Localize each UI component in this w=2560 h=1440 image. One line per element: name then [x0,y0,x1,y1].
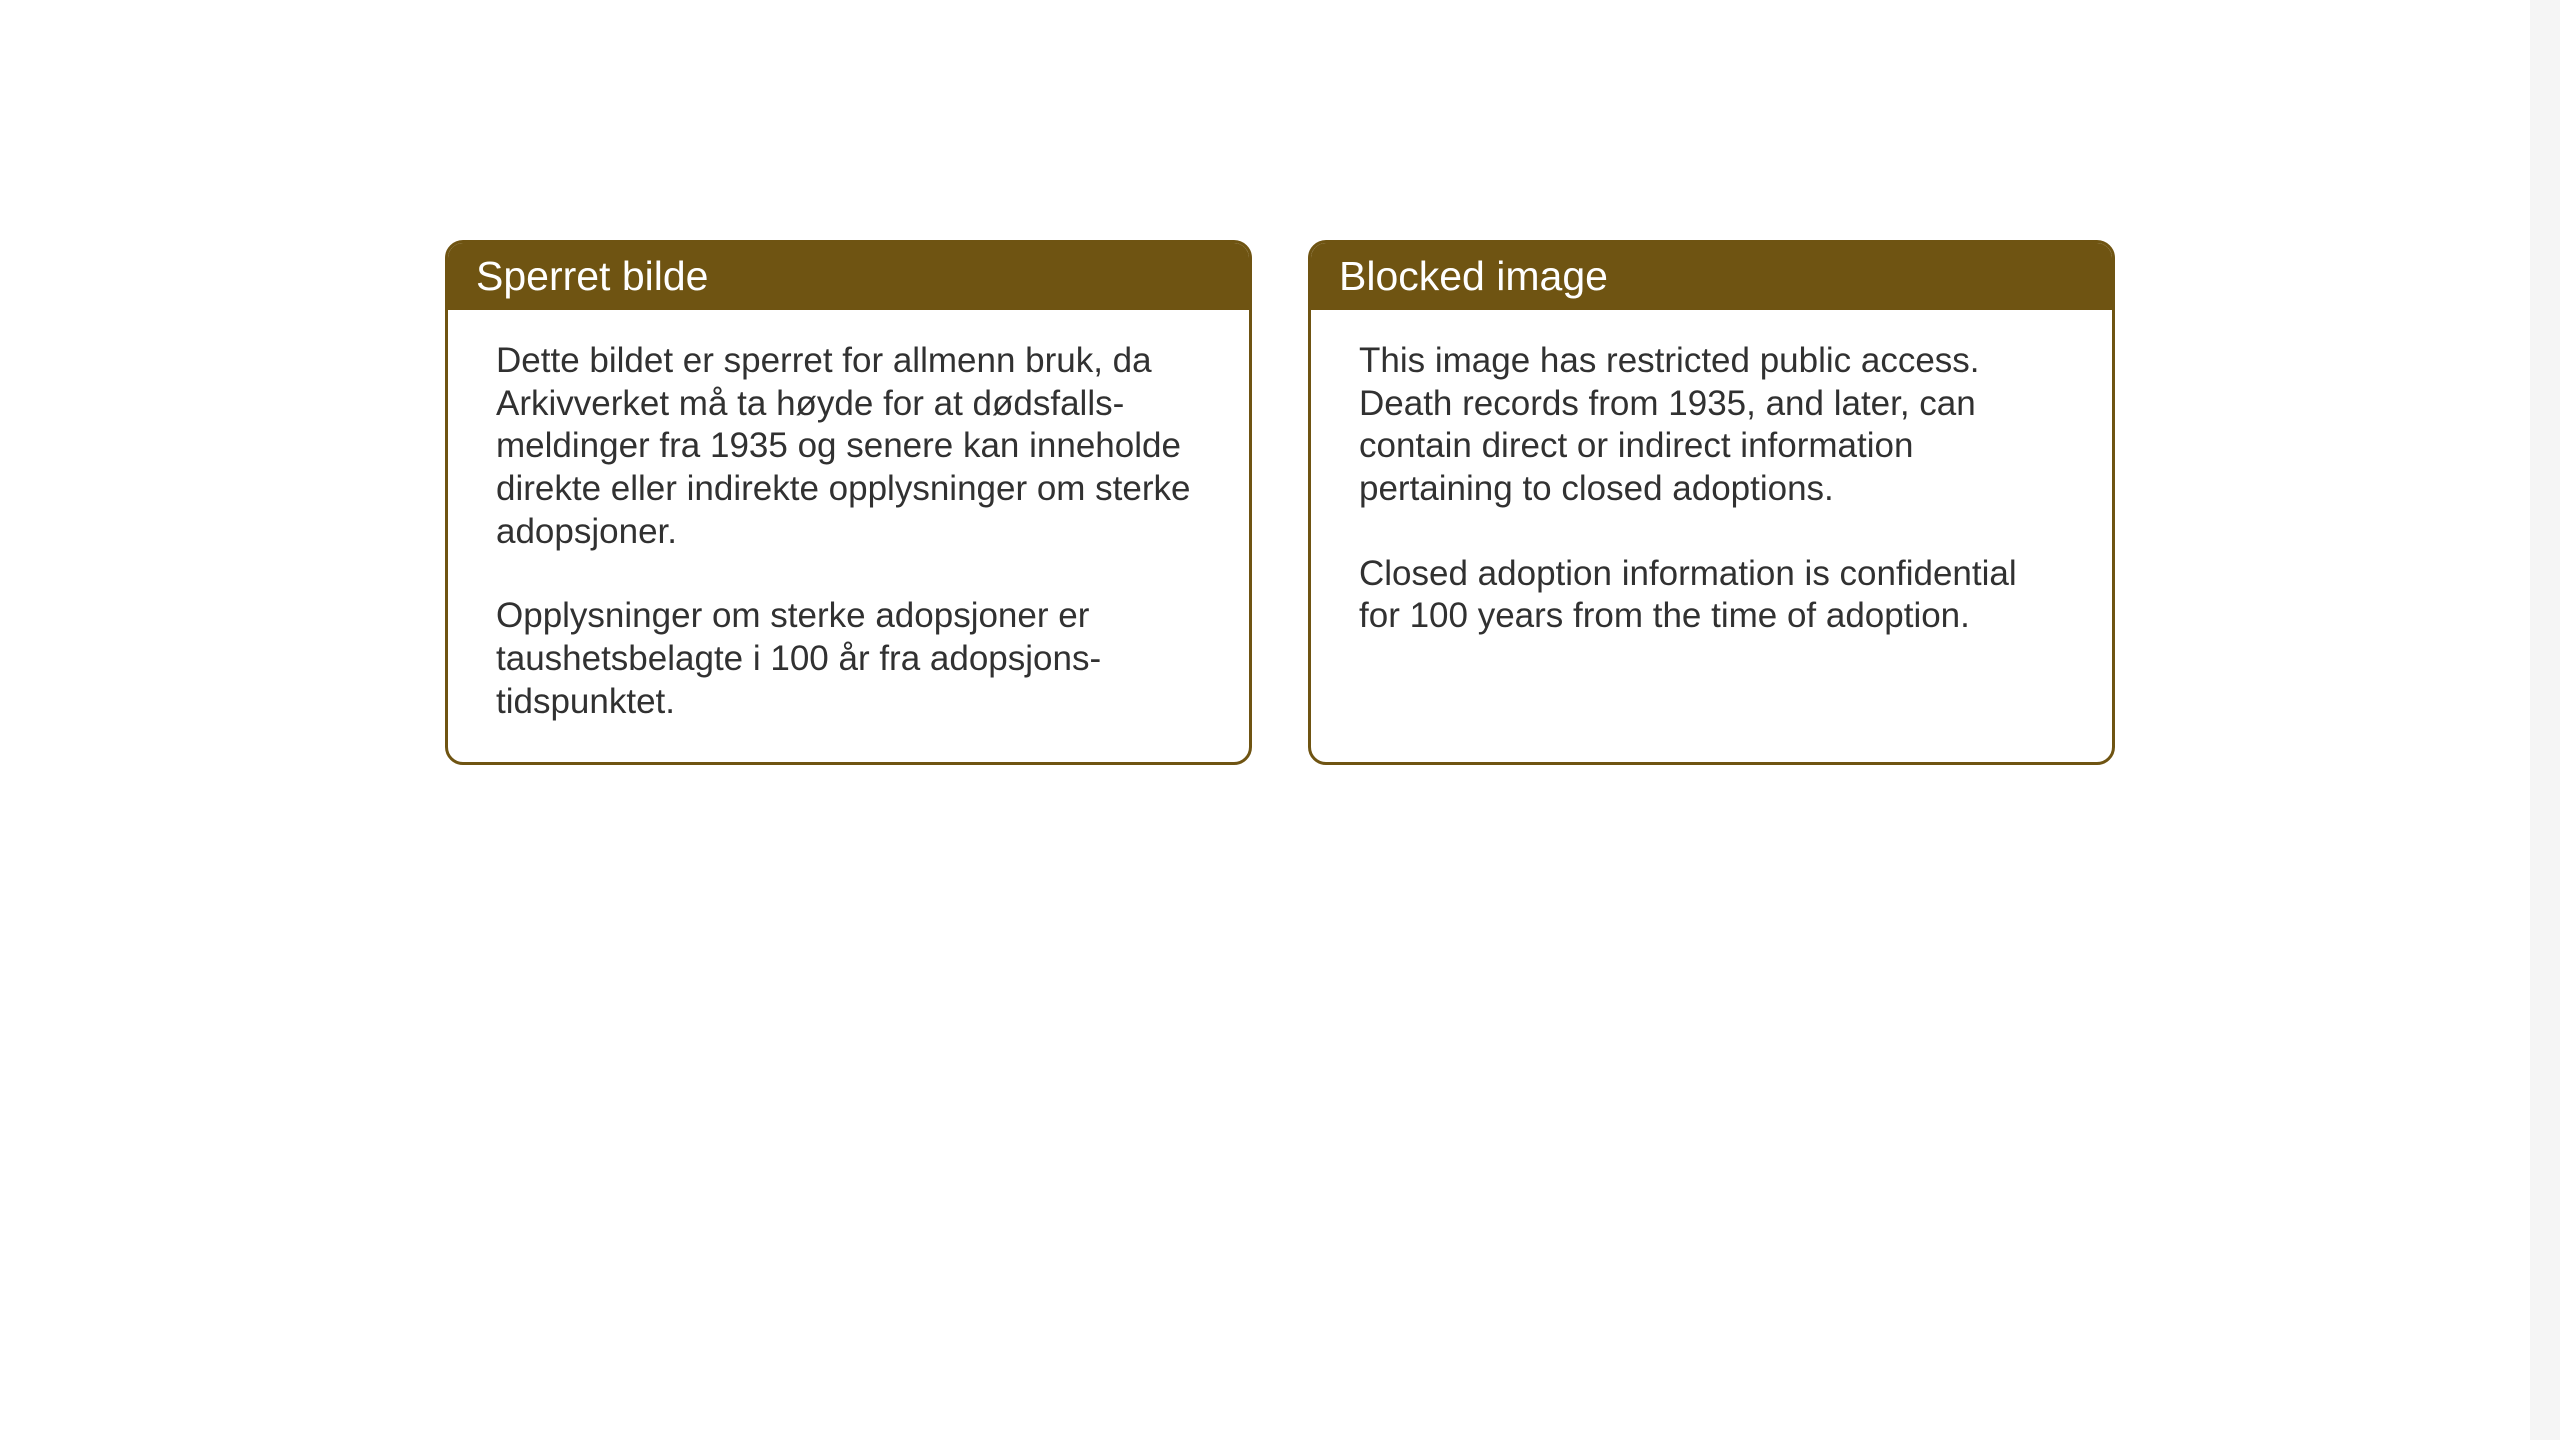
notice-title-english: Blocked image [1339,253,1608,299]
notice-body-norwegian: Dette bildet er sperret for allmenn bruk… [448,310,1249,762]
notice-para2-english: Closed adoption information is confident… [1359,553,2064,638]
notice-body-english: This image has restricted public access.… [1311,310,2112,676]
scrollbar-vertical[interactable] [2530,0,2560,1440]
notice-box-english: Blocked image This image has restricted … [1308,240,2115,765]
notice-header-english: Blocked image [1311,243,2112,310]
notice-box-norwegian: Sperret bilde Dette bildet er sperret fo… [445,240,1252,765]
notice-container: Sperret bilde Dette bildet er sperret fo… [445,240,2115,765]
notice-title-norwegian: Sperret bilde [476,253,708,299]
notice-header-norwegian: Sperret bilde [448,243,1249,310]
notice-para2-norwegian: Opplysninger om sterke adopsjoner er tau… [496,595,1201,723]
notice-para1-norwegian: Dette bildet er sperret for allmenn bruk… [496,340,1201,553]
notice-para1-english: This image has restricted public access.… [1359,340,2064,511]
